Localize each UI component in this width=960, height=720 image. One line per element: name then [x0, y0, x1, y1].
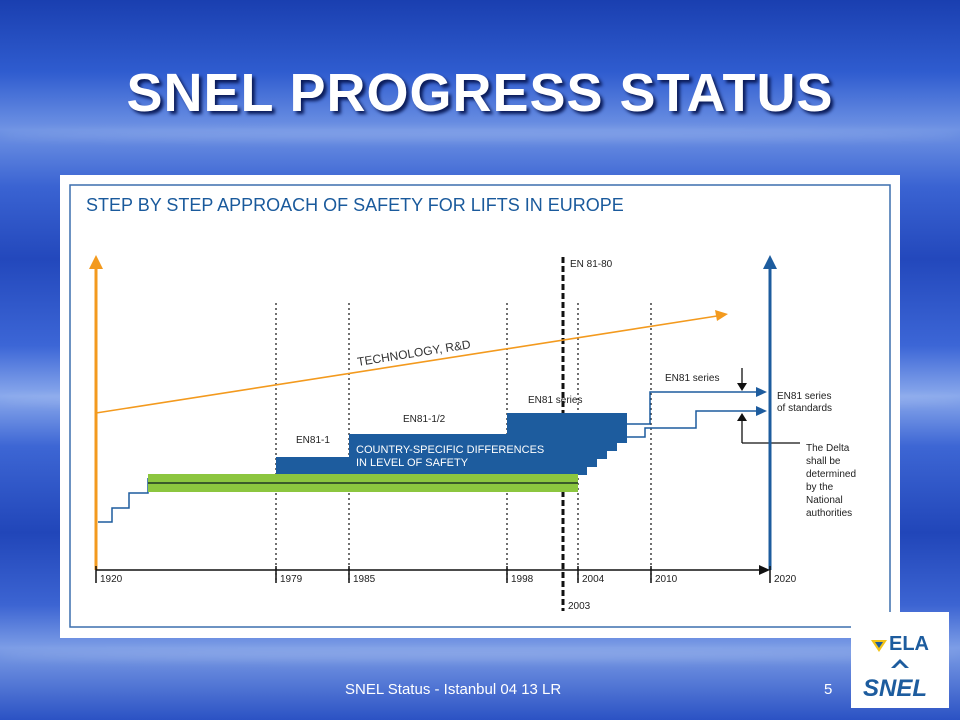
- delta-line-1: The Delta: [806, 443, 850, 454]
- technology-line: [95, 315, 718, 414]
- year-label-1985: 1985: [353, 574, 376, 585]
- background-streak: [0, 130, 960, 140]
- delta-line-5: National: [806, 495, 843, 506]
- year-label-2004: 2004: [582, 574, 605, 585]
- ela-triangle-inner-icon: [875, 642, 883, 648]
- year-ticks: [95, 566, 771, 583]
- slide-footer: SNEL Status - Istanbul 04 13 LR: [345, 681, 562, 698]
- snel-logo-text: SNEL: [863, 675, 927, 702]
- technology-arrowhead: [715, 310, 728, 321]
- standards-line2: of standards: [777, 403, 832, 414]
- country-diff-line2: IN LEVEL OF SAFETY: [356, 457, 469, 469]
- delta-arrowhead-bottom: [737, 413, 747, 421]
- lower-step-line: [627, 410, 756, 438]
- slide-title: SNEL PROGRESS STATUS: [126, 63, 834, 123]
- snel-logo: SNEL: [863, 659, 927, 702]
- year-label-2020: 2020: [774, 574, 797, 585]
- year-2003-label: 2003: [568, 601, 591, 612]
- diagram-panel: STEP BY STEP APPROACH OF SAFETY FOR LIFT…: [60, 175, 900, 638]
- en81-12-label: EN81-1/2: [403, 414, 446, 425]
- year-label-1979: 1979: [280, 574, 303, 585]
- country-diff-line1: COUNTRY-SPECIFIC DIFFERENCES: [356, 444, 544, 456]
- en81-series-label: EN81 series: [528, 395, 582, 406]
- delta-line-6: authorities: [806, 508, 852, 519]
- delta-arrowhead-top: [737, 383, 747, 391]
- green-band-lower: [148, 484, 578, 492]
- green-band-upper: [148, 474, 578, 482]
- year-label-1998: 1998: [511, 574, 534, 585]
- upper-step-arrowhead: [756, 387, 767, 397]
- lower-step-arrowhead: [756, 406, 767, 416]
- delta-line-3: determined: [806, 469, 856, 480]
- diagram-frame: [69, 184, 891, 628]
- safety-timeline-diagram: STEP BY STEP APPROACH OF SAFETY FOR LIFT…: [69, 184, 891, 628]
- en81-series-upper-label: EN81 series: [665, 373, 719, 384]
- delta-line-2: shall be: [806, 456, 841, 467]
- early-steps: [98, 478, 149, 523]
- diagram-heading: STEP BY STEP APPROACH OF SAFETY FOR LIFT…: [86, 195, 624, 215]
- logo-box: ELA SNEL: [851, 612, 949, 708]
- technology-label: TECHNOLOGY, R&D: [356, 337, 472, 369]
- standards-line1: EN81 series: [777, 391, 831, 402]
- year-label-1920: 1920: [100, 574, 123, 585]
- ela-logo: ELA: [871, 633, 929, 655]
- orange-axis-arrowhead: [89, 255, 103, 269]
- green-band-divider: [148, 482, 578, 484]
- snel-roof-inner-icon: [895, 663, 905, 668]
- blue-axis-arrowhead: [763, 255, 777, 269]
- background-streak: [0, 650, 960, 660]
- en81-1-label: EN81-1: [296, 435, 330, 446]
- page-number: 5: [824, 681, 833, 698]
- ela-logo-text: ELA: [889, 633, 929, 655]
- time-axis-arrowhead: [759, 565, 770, 575]
- en81-80-label: EN 81-80: [570, 259, 613, 270]
- en81-series-block: [507, 413, 627, 475]
- ela-snel-logos: ELA SNEL: [863, 633, 929, 702]
- delta-line-4: by the: [806, 482, 834, 493]
- year-label-2010: 2010: [655, 574, 678, 585]
- upper-step-line: [627, 391, 756, 425]
